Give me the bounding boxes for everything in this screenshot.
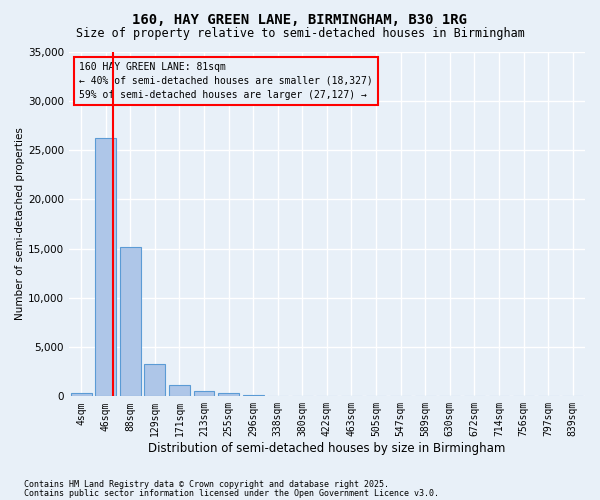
Text: 160 HAY GREEN LANE: 81sqm
← 40% of semi-detached houses are smaller (18,327)
59%: 160 HAY GREEN LANE: 81sqm ← 40% of semi-… (79, 62, 373, 100)
Text: Contains HM Land Registry data © Crown copyright and database right 2025.: Contains HM Land Registry data © Crown c… (24, 480, 389, 489)
Text: Contains public sector information licensed under the Open Government Licence v3: Contains public sector information licen… (24, 488, 439, 498)
Bar (71, 393, 92, 396)
Bar (194, 392, 214, 396)
Bar (145, 364, 165, 396)
Bar (218, 394, 239, 396)
Text: Size of property relative to semi-detached houses in Birmingham: Size of property relative to semi-detach… (76, 28, 524, 40)
Bar (169, 386, 190, 396)
Y-axis label: Number of semi-detached properties: Number of semi-detached properties (15, 128, 25, 320)
Bar (95, 138, 116, 396)
X-axis label: Distribution of semi-detached houses by size in Birmingham: Distribution of semi-detached houses by … (148, 442, 506, 455)
Text: 160, HAY GREEN LANE, BIRMINGHAM, B30 1RG: 160, HAY GREEN LANE, BIRMINGHAM, B30 1RG (133, 12, 467, 26)
Bar (120, 246, 140, 396)
